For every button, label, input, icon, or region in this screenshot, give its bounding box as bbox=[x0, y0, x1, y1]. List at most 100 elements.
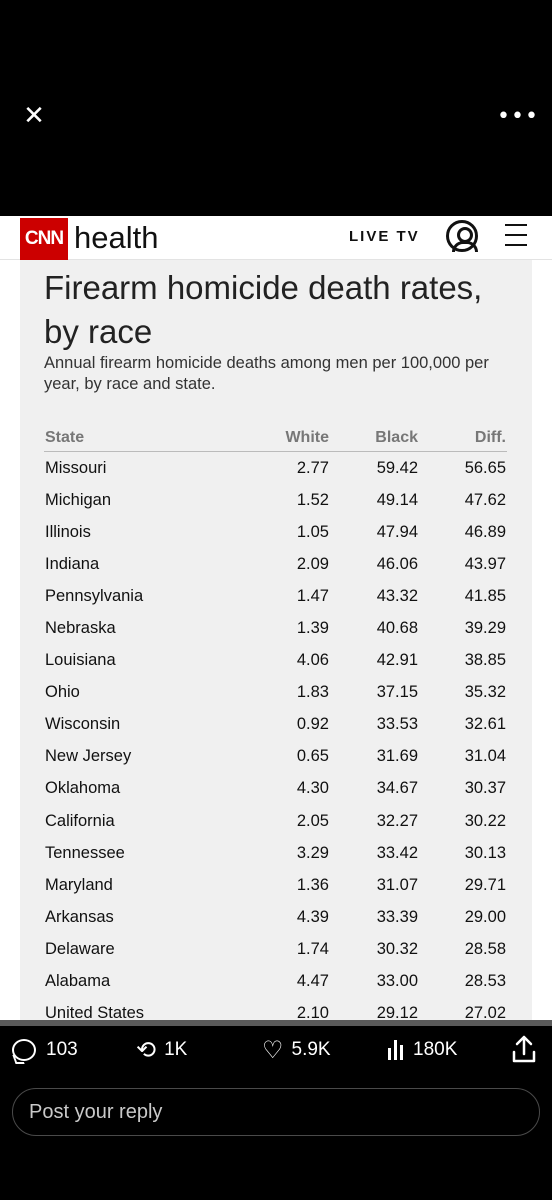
cell-diff: 46.89 bbox=[464, 522, 506, 541]
cell-black: 33.42 bbox=[376, 843, 418, 862]
post-image[interactable]: CNN health LIVE TV Firearm homicide deat… bbox=[0, 216, 552, 1022]
cell-black: 40.68 bbox=[376, 619, 418, 638]
cell-state: Illinois bbox=[45, 522, 91, 541]
heart-icon: ♡ bbox=[262, 1036, 284, 1064]
cell-white: 2.10 bbox=[296, 1004, 329, 1022]
cell-black: 34.67 bbox=[376, 779, 418, 798]
table-row: New Jersey 0.65 31.69 31.04 bbox=[44, 741, 507, 773]
cell-state: Ohio bbox=[45, 683, 80, 702]
reply-button[interactable]: 103 bbox=[12, 1032, 78, 1068]
header-diff: Diff. bbox=[474, 428, 506, 446]
cell-white: 0.92 bbox=[296, 715, 329, 734]
table-row: Tennessee 3.29 33.42 30.13 bbox=[44, 837, 507, 869]
table-row: Oklahoma 4.30 34.67 30.37 bbox=[44, 773, 507, 805]
cell-state: United States bbox=[45, 1004, 145, 1022]
cell-diff: 35.32 bbox=[464, 683, 506, 702]
cell-white: 4.30 bbox=[296, 779, 329, 798]
cell-black: 29.12 bbox=[376, 1004, 418, 1022]
cell-black: 32.27 bbox=[376, 811, 418, 830]
cell-black: 42.91 bbox=[376, 651, 418, 670]
cell-diff: 39.29 bbox=[464, 619, 506, 638]
cell-white: 4.47 bbox=[296, 972, 329, 991]
cnn-header: CNN health LIVE TV bbox=[0, 216, 552, 260]
cell-white: 1.83 bbox=[296, 683, 329, 702]
share-icon[interactable] bbox=[510, 1034, 538, 1064]
like-count: 5.9K bbox=[291, 1039, 331, 1060]
table-header: State White Black Diff. bbox=[44, 424, 507, 452]
user-icon bbox=[446, 220, 478, 252]
section-label: health bbox=[74, 220, 159, 255]
cell-state: Indiana bbox=[45, 554, 100, 573]
cell-black: 37.15 bbox=[376, 683, 418, 702]
cell-diff: 56.65 bbox=[464, 458, 506, 477]
close-icon[interactable]: ✕ bbox=[23, 101, 45, 131]
cell-black: 31.07 bbox=[376, 875, 418, 894]
post-actions: 103 ⟲ 1K ♡ 5.9K 180K bbox=[0, 1032, 552, 1068]
table-row: California 2.05 32.27 30.22 bbox=[44, 805, 507, 837]
cell-black: 43.32 bbox=[376, 586, 418, 605]
cell-white: 1.36 bbox=[296, 875, 329, 894]
cell-state: Nebraska bbox=[45, 619, 116, 638]
table-row: Missouri 2.77 59.42 56.65 bbox=[44, 452, 507, 484]
cell-white: 1.05 bbox=[296, 522, 329, 541]
viewer-top-bar: ✕ ••• bbox=[0, 0, 552, 216]
table-row: Illinois 1.05 47.94 46.89 bbox=[44, 516, 507, 548]
table-row: Louisiana 4.06 42.91 38.85 bbox=[44, 645, 507, 677]
reply-icon bbox=[12, 1039, 36, 1061]
cell-diff: 28.58 bbox=[464, 939, 506, 958]
hamburger-menu-icon bbox=[505, 224, 527, 246]
cell-black: 59.42 bbox=[376, 458, 418, 477]
cell-black: 33.53 bbox=[376, 715, 418, 734]
table-row: Alabama 4.47 33.00 28.53 bbox=[44, 966, 507, 998]
cell-white: 4.39 bbox=[296, 907, 329, 926]
article-graphic: Firearm homicide death rates, by race An… bbox=[20, 260, 532, 1022]
header-black: Black bbox=[375, 428, 418, 446]
cell-black: 33.00 bbox=[376, 972, 418, 991]
cell-black: 49.14 bbox=[376, 490, 418, 509]
cell-diff: 27.02 bbox=[464, 1004, 506, 1022]
views-icon bbox=[388, 1040, 403, 1060]
cell-state: Tennessee bbox=[45, 843, 125, 862]
more-icon[interactable]: ••• bbox=[497, 103, 539, 129]
cell-diff: 38.85 bbox=[464, 651, 506, 670]
cnn-logo: CNN bbox=[20, 218, 68, 260]
cell-diff: 30.13 bbox=[464, 843, 506, 862]
cell-state: Pennsylvania bbox=[45, 586, 144, 605]
cell-state: Wisconsin bbox=[45, 715, 121, 734]
cell-diff: 32.61 bbox=[464, 715, 506, 734]
cell-diff: 47.62 bbox=[464, 490, 506, 509]
views-button[interactable]: 180K bbox=[388, 1032, 457, 1068]
cell-diff: 43.97 bbox=[464, 554, 506, 573]
media-scrubber[interactable] bbox=[0, 1020, 552, 1026]
table-row: Michigan 1.52 49.14 47.62 bbox=[44, 484, 507, 516]
table-row: Ohio 1.83 37.15 35.32 bbox=[44, 677, 507, 709]
data-table: State White Black Diff. Missouri 2.77 59.4… bbox=[44, 424, 507, 1022]
table-row: Maryland 1.36 31.07 29.71 bbox=[44, 869, 507, 901]
cell-state: Missouri bbox=[45, 458, 107, 477]
cell-state: New Jersey bbox=[45, 747, 132, 766]
reply-input[interactable]: Post your reply bbox=[12, 1088, 540, 1136]
table-row: United States 2.10 29.12 27.02 bbox=[44, 998, 507, 1022]
cell-state: Michigan bbox=[45, 490, 112, 509]
cell-white: 1.74 bbox=[296, 939, 329, 958]
article-title: Firearm homicide death rates, by race bbox=[44, 269, 483, 350]
cell-white: 2.09 bbox=[296, 554, 329, 573]
cell-state: Maryland bbox=[45, 875, 113, 894]
cell-black: 33.39 bbox=[376, 907, 418, 926]
cell-state: Delaware bbox=[45, 939, 115, 958]
views-count: 180K bbox=[413, 1039, 458, 1060]
like-button[interactable]: ♡ 5.9K bbox=[262, 1032, 331, 1068]
cell-state: Oklahoma bbox=[45, 779, 121, 798]
cell-diff: 28.53 bbox=[464, 972, 506, 991]
cell-white: 1.47 bbox=[296, 586, 329, 605]
repost-icon: ⟲ bbox=[136, 1036, 157, 1064]
cell-white: 3.29 bbox=[296, 843, 329, 862]
cell-black: 30.32 bbox=[376, 939, 418, 958]
reply-placeholder: Post your reply bbox=[29, 1100, 163, 1123]
cell-diff: 31.04 bbox=[464, 747, 506, 766]
cell-white: 4.06 bbox=[296, 651, 329, 670]
table-row: Indiana 2.09 46.06 43.97 bbox=[44, 548, 507, 580]
repost-button[interactable]: ⟲ 1K bbox=[136, 1032, 187, 1068]
cell-white: 1.52 bbox=[296, 490, 329, 509]
table-row: Wisconsin 0.92 33.53 32.61 bbox=[44, 709, 507, 741]
